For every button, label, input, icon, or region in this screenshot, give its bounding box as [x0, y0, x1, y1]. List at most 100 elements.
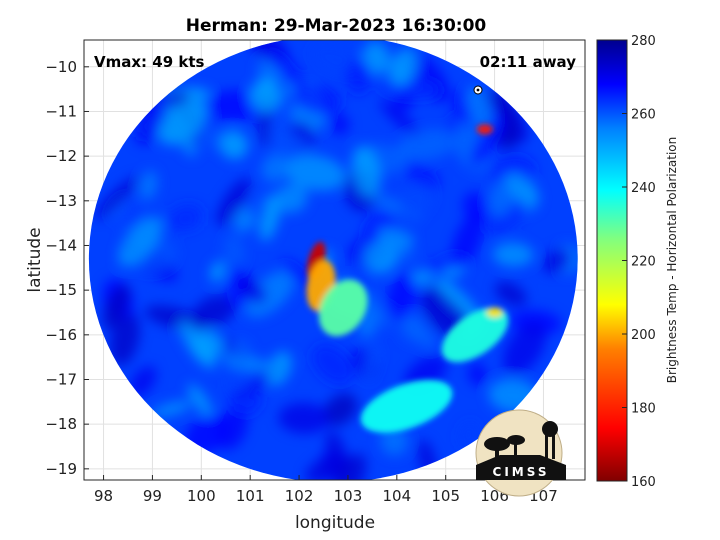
texture-patch: [398, 312, 436, 349]
texture-patch: [485, 190, 529, 236]
y-tick-label: −10: [45, 58, 77, 76]
texture-patch: [450, 211, 484, 270]
texture-patch: [333, 453, 367, 480]
y-tick-label: −18: [45, 415, 77, 433]
y-tick-label: −16: [45, 326, 77, 344]
x-axis-label: longitude: [295, 513, 375, 533]
texture-patch: [209, 261, 226, 283]
y-tick-label: −12: [45, 147, 77, 165]
y-tick-label: −11: [45, 102, 77, 120]
brightness-temp-swath: [88, 40, 578, 480]
x-tick-label: 105: [431, 487, 460, 505]
texture-patch: [187, 384, 213, 417]
chart-title: Herman: 29-Mar-2023 16:30:00: [186, 16, 487, 36]
colorbar-tick-label: 160: [631, 475, 656, 490]
texture-patch: [466, 86, 493, 130]
texture-patch: [492, 242, 534, 267]
texture-patch: [259, 195, 281, 242]
texture-patch: [216, 177, 252, 227]
y-tick-label: −19: [45, 460, 77, 478]
texture-patch: [266, 351, 292, 386]
texture-patch: [118, 216, 163, 267]
texture-patch: [234, 207, 256, 233]
plot-border: [83, 39, 586, 481]
texture-patch: [330, 113, 350, 136]
y-tick-label: −13: [45, 192, 77, 210]
feature-outer-band: [360, 379, 453, 433]
texture-patch: [435, 277, 479, 318]
texture-patch: [364, 343, 380, 383]
x-tick-label: 100: [187, 487, 216, 505]
texture-patch: [284, 154, 346, 191]
texture-patch: [150, 401, 191, 418]
texture-patch: [109, 311, 140, 366]
texture-patch: [379, 99, 422, 139]
colorbar-tick-label: 220: [631, 255, 656, 270]
colorbar: 280 260 240 220 200 180 160 Brightness Temp - …: [596, 34, 679, 490]
texture-patch: [219, 130, 249, 160]
x-tick-label: 104: [382, 487, 411, 505]
texture-patch: [164, 104, 197, 157]
texture-patch: [470, 117, 505, 167]
texture-patch: [305, 453, 352, 480]
texture-patch: [423, 255, 472, 272]
texture-patch: [139, 170, 158, 201]
x-tick-label: 99: [143, 487, 162, 505]
texture-patch: [94, 176, 139, 220]
texture-patch: [351, 145, 381, 198]
texture-patch: [278, 402, 330, 434]
colorbar-tick-label: 280: [631, 34, 656, 49]
colorbar-tick-label: 180: [631, 402, 656, 417]
texture-patch: [405, 161, 440, 191]
x-tick-label: 103: [334, 487, 363, 505]
y-tick-label: −15: [45, 281, 77, 299]
y-tick-label: −14: [45, 236, 77, 254]
texture-patch: [204, 89, 264, 123]
texture-patch: [396, 129, 459, 161]
texture-patch: [228, 340, 251, 361]
texture-patch: [312, 344, 354, 385]
texture-patch: [494, 281, 527, 307]
texture-patch: [237, 277, 267, 305]
colorbar-tick-label: 240: [631, 181, 656, 196]
feature-convective-cell: [476, 124, 493, 135]
x-tick-label: 102: [285, 487, 314, 505]
texture-patch: [268, 47, 309, 93]
texture-patch: [462, 191, 490, 222]
feature-rainband: [441, 307, 509, 363]
texture-patch: [323, 393, 358, 427]
texture-patch: [276, 183, 308, 213]
feature-inner-band: [318, 279, 368, 337]
x-tick-label: 98: [94, 487, 113, 505]
texture-patch: [129, 365, 157, 398]
texture-patch: [278, 132, 309, 159]
y-tick-label: −17: [45, 370, 77, 388]
colorbar-tick-label: 260: [631, 108, 656, 123]
texture-patch: [459, 422, 478, 447]
texture-patch: [261, 154, 291, 182]
texture-patch: [397, 182, 434, 218]
texture-patch: [245, 270, 295, 318]
cimss-logo: CIMSS: [475, 409, 566, 497]
texture-patch: [387, 272, 418, 322]
texture-patch: [506, 172, 537, 205]
vmax-annotation: Vmax: 49 kts: [94, 53, 204, 71]
texture-patch: [542, 248, 571, 274]
x-tick-label: 101: [236, 487, 265, 505]
texture-patch: [345, 59, 373, 94]
colorbar-label: Brightness Temp - Horizontal Polarizatio…: [665, 137, 679, 384]
logo-text: CIMSS: [493, 465, 550, 479]
texture-patch: [102, 283, 131, 330]
colorbar-tick-label: 200: [631, 328, 656, 343]
texture-patch: [502, 321, 547, 376]
texture-patch: [223, 234, 246, 267]
texture-patch: [380, 425, 409, 456]
axis-ticks: 98 99 100 101 102 103 104 105 106 107−10−11−12−13…: [45, 58, 557, 505]
colorbar-ticks: 280 260 240 220 200 180 160: [622, 34, 656, 490]
storm-center-marker: [473, 85, 483, 95]
texture-patch: [249, 79, 281, 113]
time-away-annotation: 02:11 away: [480, 53, 577, 71]
texture-patch: [166, 204, 203, 232]
texture-patch: [362, 41, 391, 75]
